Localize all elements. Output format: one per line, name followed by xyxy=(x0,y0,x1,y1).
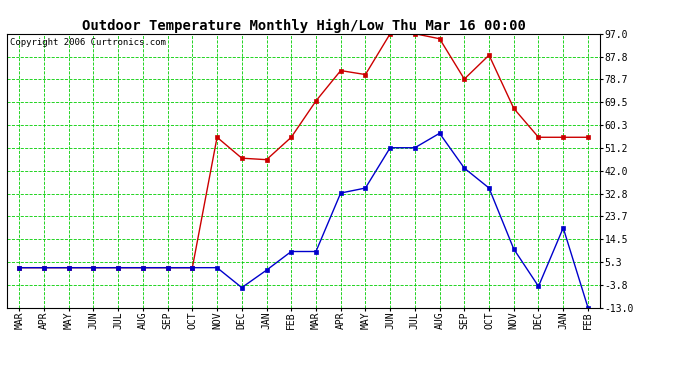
Title: Outdoor Temperature Monthly High/Low Thu Mar 16 00:00: Outdoor Temperature Monthly High/Low Thu… xyxy=(81,18,526,33)
Text: Copyright 2006 Curtronics.com: Copyright 2006 Curtronics.com xyxy=(10,38,166,47)
